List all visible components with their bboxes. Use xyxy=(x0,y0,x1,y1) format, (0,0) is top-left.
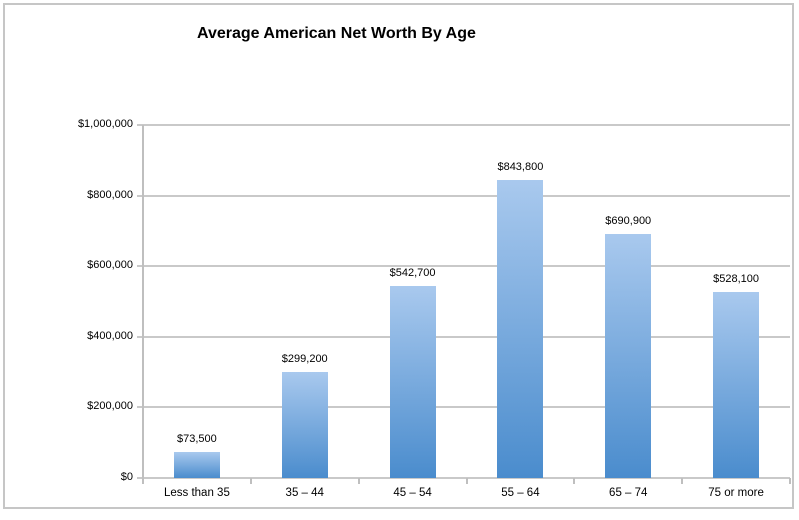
x-axis-tick xyxy=(789,478,791,484)
gridline xyxy=(137,477,790,479)
x-axis-category-label: 45 – 54 xyxy=(393,487,432,499)
y-axis-tick-label: $400,000 xyxy=(87,329,133,342)
chart-title: Average American Net Worth By Age xyxy=(197,25,476,42)
y-axis-tick-label: $1,000,000 xyxy=(77,118,133,130)
x-axis-tick xyxy=(249,478,252,484)
y-axis-line xyxy=(142,125,144,484)
bar-value-label: $542,700 xyxy=(389,267,436,280)
bar-value-label: $843,800 xyxy=(497,161,544,174)
gridline xyxy=(137,124,790,126)
bar xyxy=(173,452,220,478)
y-axis-tick-label: $200,000 xyxy=(87,400,133,413)
gridline xyxy=(137,194,790,197)
y-axis-tick-label: $600,000 xyxy=(87,259,133,272)
gridline xyxy=(137,335,790,338)
x-axis-tick xyxy=(142,478,144,484)
gridline xyxy=(137,406,790,409)
y-axis-tick-label: $0 xyxy=(120,471,133,483)
x-axis-tick xyxy=(465,478,468,484)
x-axis-category-label: 65 – 74 xyxy=(609,487,648,499)
x-axis-tick xyxy=(357,478,360,484)
x-axis-category-label: 35 – 44 xyxy=(285,487,324,499)
bar-value-label: $73,500 xyxy=(177,433,217,446)
bar xyxy=(713,291,760,478)
bar-value-label: $528,100 xyxy=(713,272,760,285)
bar-value-label: $690,900 xyxy=(605,215,652,228)
bar-value-label: $299,200 xyxy=(281,353,328,366)
y-axis-tick-label: $800,000 xyxy=(87,188,133,201)
bar xyxy=(281,372,328,478)
x-axis-category-label: 55 – 64 xyxy=(501,487,540,499)
x-axis-category-label: Less than 35 xyxy=(163,487,230,499)
x-axis-category-label: 75 or more xyxy=(708,487,764,499)
x-axis-tick xyxy=(573,478,576,484)
bar xyxy=(389,286,436,478)
chart-border xyxy=(3,3,794,509)
gridline xyxy=(137,265,790,268)
bar xyxy=(605,234,652,478)
x-axis-tick xyxy=(681,478,684,484)
bar xyxy=(497,180,544,478)
